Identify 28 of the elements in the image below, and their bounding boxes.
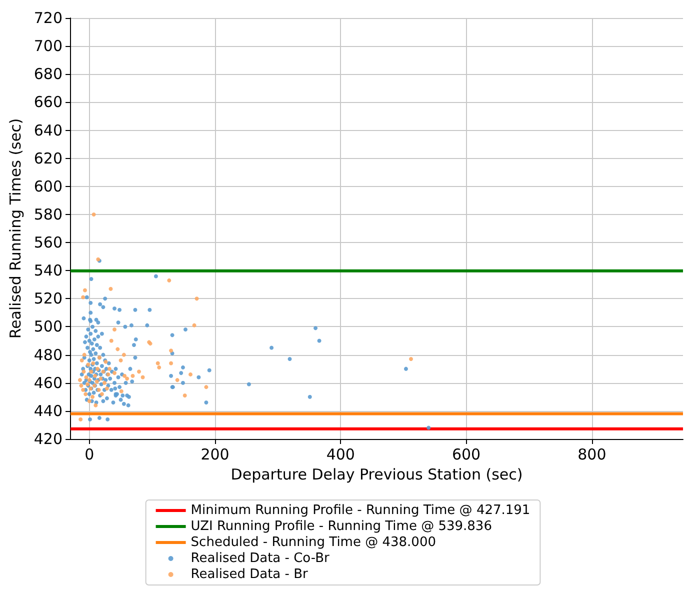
y-tick-label: 440: [34, 402, 63, 420]
x-tick-label: 200: [200, 446, 230, 464]
y-tick-label: 480: [34, 346, 63, 364]
y-tick-label: 600: [34, 177, 63, 196]
y-axis-title: Realised Running Times (sec): [6, 118, 24, 339]
y-tick-label: 460: [34, 374, 63, 392]
y-tick-label: 720: [34, 9, 63, 27]
legend-label: Minimum Running Profile - Running Time @ 427.191: [190, 503, 530, 518]
y-tick-label: 580: [34, 205, 63, 224]
y-tick-label: 700: [34, 37, 63, 56]
legend-label: Realised Data - Co-Br: [190, 551, 330, 566]
y-tick-label: 420: [34, 430, 63, 448]
x-tick-label: 400: [326, 446, 355, 464]
y-tick-label: 500: [34, 318, 63, 336]
y-tick-label: 660: [34, 93, 63, 112]
x-tick-label: 800: [578, 446, 606, 464]
y-tick-label: 520: [34, 290, 63, 308]
y-tick-label: 560: [34, 234, 63, 252]
y-tick-label: 540: [34, 262, 63, 280]
y-tick-label: 620: [34, 149, 63, 168]
x-tick-label: 0: [84, 446, 94, 464]
legend-label: UZI Running Profile - Running Time @ 539.836: [190, 519, 492, 534]
legend-label: Realised Data - Br: [190, 567, 309, 582]
y-tick-label: 640: [34, 121, 63, 140]
legend-label: Scheduled - Running Time @ 438.000: [190, 535, 436, 550]
x-tick-label: 600: [452, 446, 481, 464]
x-axis-title: Departure Delay Previous Station (sec): [230, 465, 523, 484]
y-tick-label: 680: [34, 65, 63, 84]
